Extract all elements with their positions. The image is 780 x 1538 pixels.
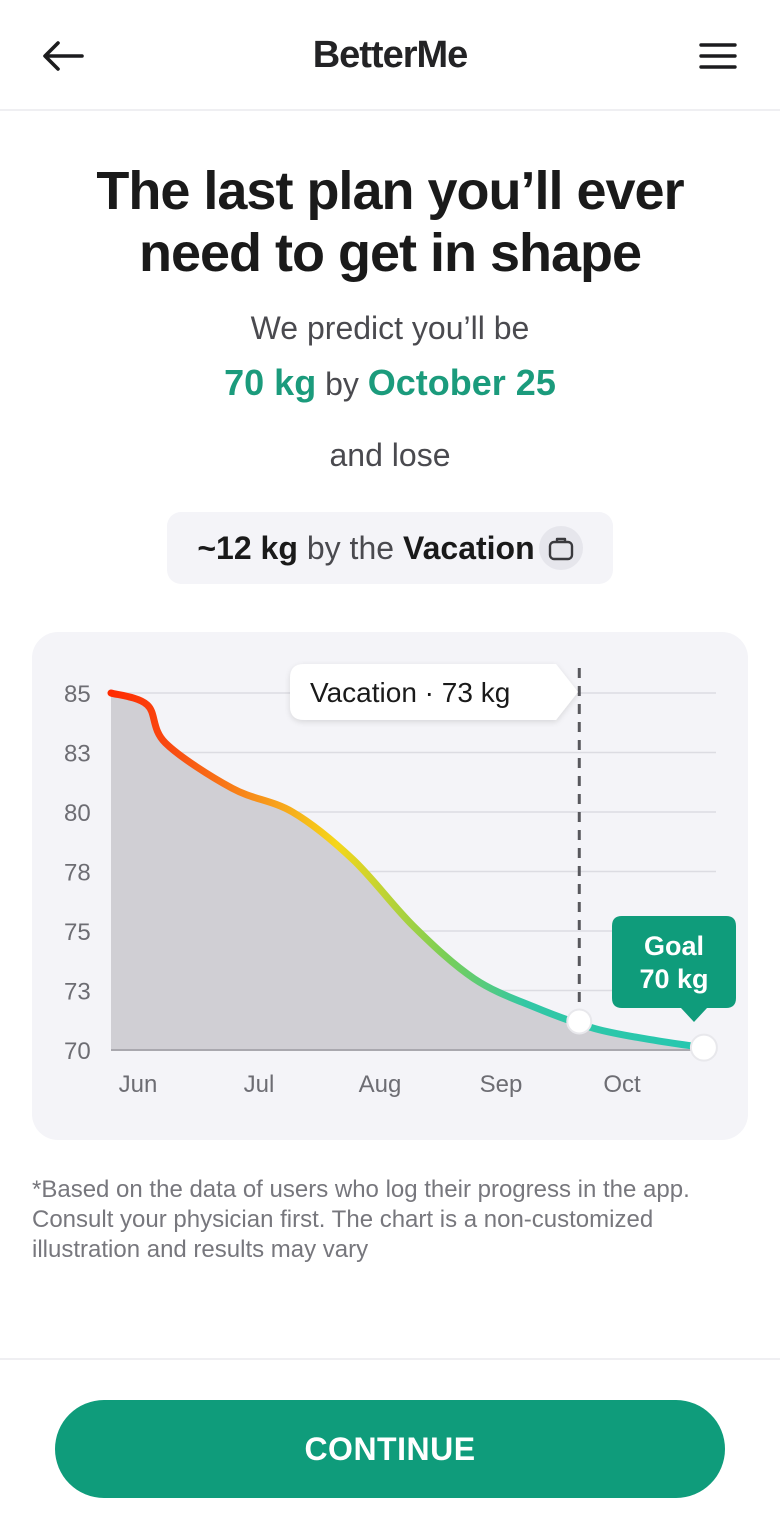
y-tick-label: 73 <box>64 979 91 1006</box>
suitcase-icon <box>538 526 583 570</box>
page-title: The last plan you’ll ever need to get in… <box>96 161 684 283</box>
vacation-tooltip <box>290 664 578 720</box>
hamburger-menu-icon[interactable] <box>694 34 742 78</box>
app-header: BetterMe <box>0 0 780 111</box>
event-name: Vacation <box>403 529 535 566</box>
prediction-by-word: by <box>325 366 359 402</box>
goal-point <box>689 1033 718 1062</box>
x-tick-label: Jun <box>119 1071 158 1098</box>
y-tick-label: 75 <box>64 919 91 946</box>
lose-text: and lose <box>329 437 451 473</box>
x-tick-label: Oct <box>603 1071 641 1098</box>
x-tick-label: Jul <box>244 1071 275 1098</box>
prediction-line: 70 kg by October 25 <box>0 362 780 404</box>
y-tick-label: 78 <box>64 860 91 887</box>
goal-tooltip-line1: Goal <box>644 931 704 961</box>
x-tick-label: Sep <box>480 1071 523 1098</box>
x-tick-label: Aug <box>359 1071 402 1098</box>
prediction-intro: We predict you’ll be <box>250 310 530 346</box>
event-pill: ~12 kg by the Vacation <box>167 512 613 584</box>
app-logo: BetterMe <box>312 34 469 76</box>
weight-chart: 85 83 80 78 75 73 70 Jun Jul Aug Sep Oct Vacation … <box>64 664 736 1098</box>
goal-tooltip <box>612 916 736 1022</box>
continue-button[interactable]: CONTINUE <box>55 1400 725 1498</box>
vacation-tooltip-label: Vacation · 73 kg <box>310 677 510 708</box>
by-the-text: by the <box>306 529 395 566</box>
back-arrow-icon[interactable] <box>38 34 88 78</box>
goal-tooltip-line2: 70 kg <box>639 964 708 994</box>
vacation-point <box>566 1008 593 1035</box>
y-tick-label: 70 <box>64 1038 91 1065</box>
y-tick-label: 80 <box>64 800 91 827</box>
predicted-date: October 25 <box>367 362 556 403</box>
curve-area <box>111 693 704 1050</box>
disclaimer-text: *Based on the data of users who log thei… <box>32 1176 690 1263</box>
y-tick-label: 83 <box>64 741 91 768</box>
predicted-weight: 70 kg <box>224 362 317 403</box>
weight-curve <box>107 689 708 1052</box>
y-tick-label: 85 <box>64 681 91 708</box>
loss-amount: ~12 kg <box>197 529 298 566</box>
footer-divider <box>0 1358 780 1360</box>
